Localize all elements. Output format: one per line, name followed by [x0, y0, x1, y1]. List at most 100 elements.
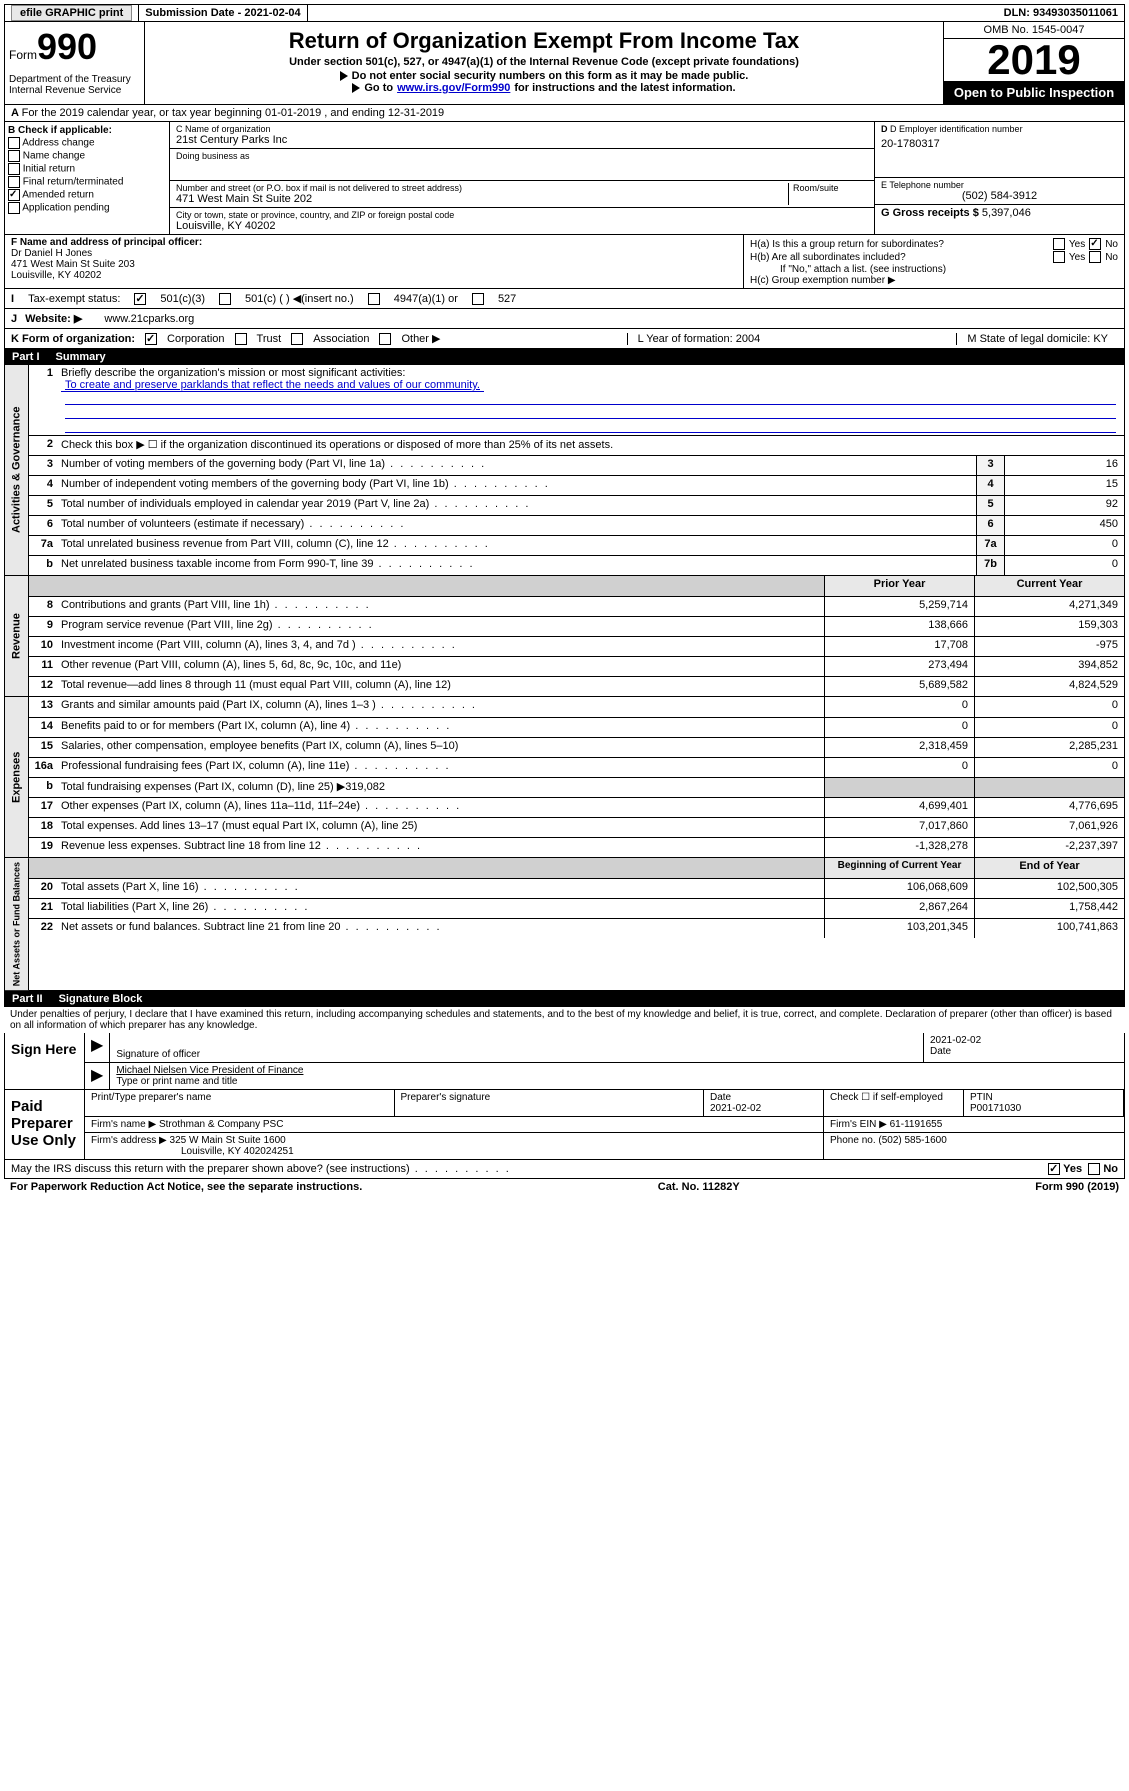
date-label: Date — [930, 1046, 951, 1057]
c10: -975 — [974, 637, 1124, 656]
opt-corp: Corporation — [167, 333, 224, 345]
firm-addr-label: Firm's address ▶ — [91, 1135, 167, 1146]
sign-here-label: Sign Here — [5, 1033, 85, 1089]
cb-corp[interactable] — [145, 333, 157, 345]
vtab-activities: Activities & Governance — [5, 365, 29, 575]
discuss-no[interactable] — [1088, 1163, 1100, 1175]
part1-title: Summary — [56, 351, 106, 363]
hb-no[interactable] — [1089, 251, 1101, 263]
checkbox-name-change[interactable] — [8, 150, 20, 162]
ptin: P00171030 — [970, 1103, 1021, 1114]
cb-501c3[interactable] — [134, 293, 146, 305]
perjury-text: Under penalties of perjury, I declare th… — [4, 1007, 1125, 1033]
ein-label: D D Employer identification number — [881, 124, 1118, 134]
firm-addr: 325 W Main St Suite 1600 — [170, 1135, 286, 1146]
checkbox-initial[interactable] — [8, 163, 20, 175]
triangle-icon — [352, 83, 360, 93]
c13: 0 — [974, 697, 1124, 717]
city-label: City or town, state or province, country… — [176, 210, 868, 220]
l19: Revenue less expenses. Subtract line 18 … — [57, 838, 824, 857]
checkbox-address-change[interactable] — [8, 137, 20, 149]
cb-other[interactable] — [379, 333, 391, 345]
street: 471 West Main St Suite 202 — [176, 193, 788, 205]
l9: Program service revenue (Part VIII, line… — [57, 617, 824, 636]
p11: 273,494 — [824, 657, 974, 676]
opt-address: Address change — [22, 138, 94, 149]
dln-value: 93493035011061 — [1033, 7, 1118, 19]
checkbox-amended[interactable] — [8, 189, 20, 201]
l16a: Professional fundraising fees (Part IX, … — [57, 758, 824, 777]
prep-h3: Date — [710, 1092, 731, 1103]
l2: Check this box ▶ ☐ if the organization d… — [57, 436, 1124, 455]
hb-yes[interactable] — [1053, 251, 1065, 263]
cb-501c[interactable] — [219, 293, 231, 305]
hdr-curr: Current Year — [974, 576, 1124, 596]
firm-name: Strothman & Company PSC — [159, 1119, 284, 1130]
c11: 394,852 — [974, 657, 1124, 676]
c18: 7,061,926 — [974, 818, 1124, 837]
form-word: Form — [9, 48, 37, 62]
box-b: B Check if applicable: Address change Na… — [5, 122, 170, 234]
cb-527[interactable] — [472, 293, 484, 305]
checkbox-pending[interactable] — [8, 202, 20, 214]
l22: Net assets or fund balances. Subtract li… — [57, 919, 824, 938]
ha-no[interactable] — [1089, 238, 1101, 250]
ha-label: H(a) Is this a group return for subordin… — [750, 239, 1049, 250]
p15: 2,318,459 — [824, 738, 974, 757]
street-label: Number and street (or P.O. box if mail i… — [176, 183, 788, 193]
cb-4947[interactable] — [368, 293, 380, 305]
officer-addr2: Louisville, KY 40202 — [11, 270, 737, 281]
open-public-badge: Open to Public Inspection — [944, 81, 1124, 104]
firm-phone: (502) 585-1600 — [878, 1135, 946, 1146]
vtab-netassets: Net Assets or Fund Balances — [5, 858, 29, 990]
name-title-label: Type or print name and title — [116, 1076, 237, 1087]
part1-header: Part I Summary — [4, 349, 1125, 365]
opt-amended: Amended return — [22, 190, 94, 201]
l12: Total revenue—add lines 8 through 11 (mu… — [57, 677, 824, 696]
officer-label: F Name and address of principal officer: — [11, 237, 737, 248]
checkbox-final[interactable] — [8, 176, 20, 188]
p20: 106,068,609 — [824, 879, 974, 898]
opt-pending: Application pending — [22, 203, 109, 214]
blank-line — [65, 405, 1116, 419]
l6: Total number of volunteers (estimate if … — [57, 516, 976, 535]
p22: 103,201,345 — [824, 919, 974, 938]
mission-text: To create and preserve parklands that re… — [61, 379, 484, 392]
top-bar: efile GRAPHIC print Submission Date - 20… — [4, 4, 1125, 22]
p13: 0 — [824, 697, 974, 717]
triangle-icon — [340, 71, 348, 81]
officer-printed-name: Michael Nielsen Vice President of Financ… — [116, 1065, 303, 1076]
c19: -2,237,397 — [974, 838, 1124, 857]
phone-no-label: Phone no. — [830, 1135, 878, 1146]
goto-post: for instructions and the latest informat… — [514, 82, 735, 94]
form-number: 990 — [37, 26, 97, 67]
c9: 159,303 — [974, 617, 1124, 636]
cb-assoc[interactable] — [291, 333, 303, 345]
opt-final: Final return/terminated — [23, 177, 124, 188]
p12: 5,689,582 — [824, 677, 974, 696]
year-formation: L Year of formation: 2004 — [627, 333, 771, 345]
cb-trust[interactable] — [235, 333, 247, 345]
efile-print-button[interactable]: efile GRAPHIC print — [11, 5, 132, 21]
part1-label: Part I — [12, 351, 40, 363]
ein-lbl-text: D Employer identification number — [890, 124, 1023, 134]
name-label: C Name of organization — [176, 124, 868, 134]
discuss-yes[interactable] — [1048, 1163, 1060, 1175]
p16a: 0 — [824, 758, 974, 777]
discuss-no-lbl: No — [1103, 1163, 1118, 1175]
dept-treasury: Department of the Treasury Internal Reve… — [9, 74, 140, 96]
discuss-question: May the IRS discuss this return with the… — [11, 1163, 511, 1175]
c16a: 0 — [974, 758, 1124, 777]
opt-namechange: Name change — [23, 151, 85, 162]
p9: 138,666 — [824, 617, 974, 636]
vtab-expenses: Expenses — [5, 697, 29, 857]
ha-yes[interactable] — [1053, 238, 1065, 250]
row-a-period: A For the 2019 calendar year, or tax yea… — [4, 105, 1125, 122]
irs-link[interactable]: www.irs.gov/Form990 — [397, 82, 510, 94]
tax-year: 2019 — [944, 39, 1124, 81]
room-label: Room/suite — [788, 183, 868, 205]
hb-label: H(b) Are all subordinates included? — [750, 252, 1049, 263]
goto-pre: Go to — [364, 82, 393, 94]
part2-title: Signature Block — [59, 993, 143, 1005]
l8: Contributions and grants (Part VIII, lin… — [57, 597, 824, 616]
